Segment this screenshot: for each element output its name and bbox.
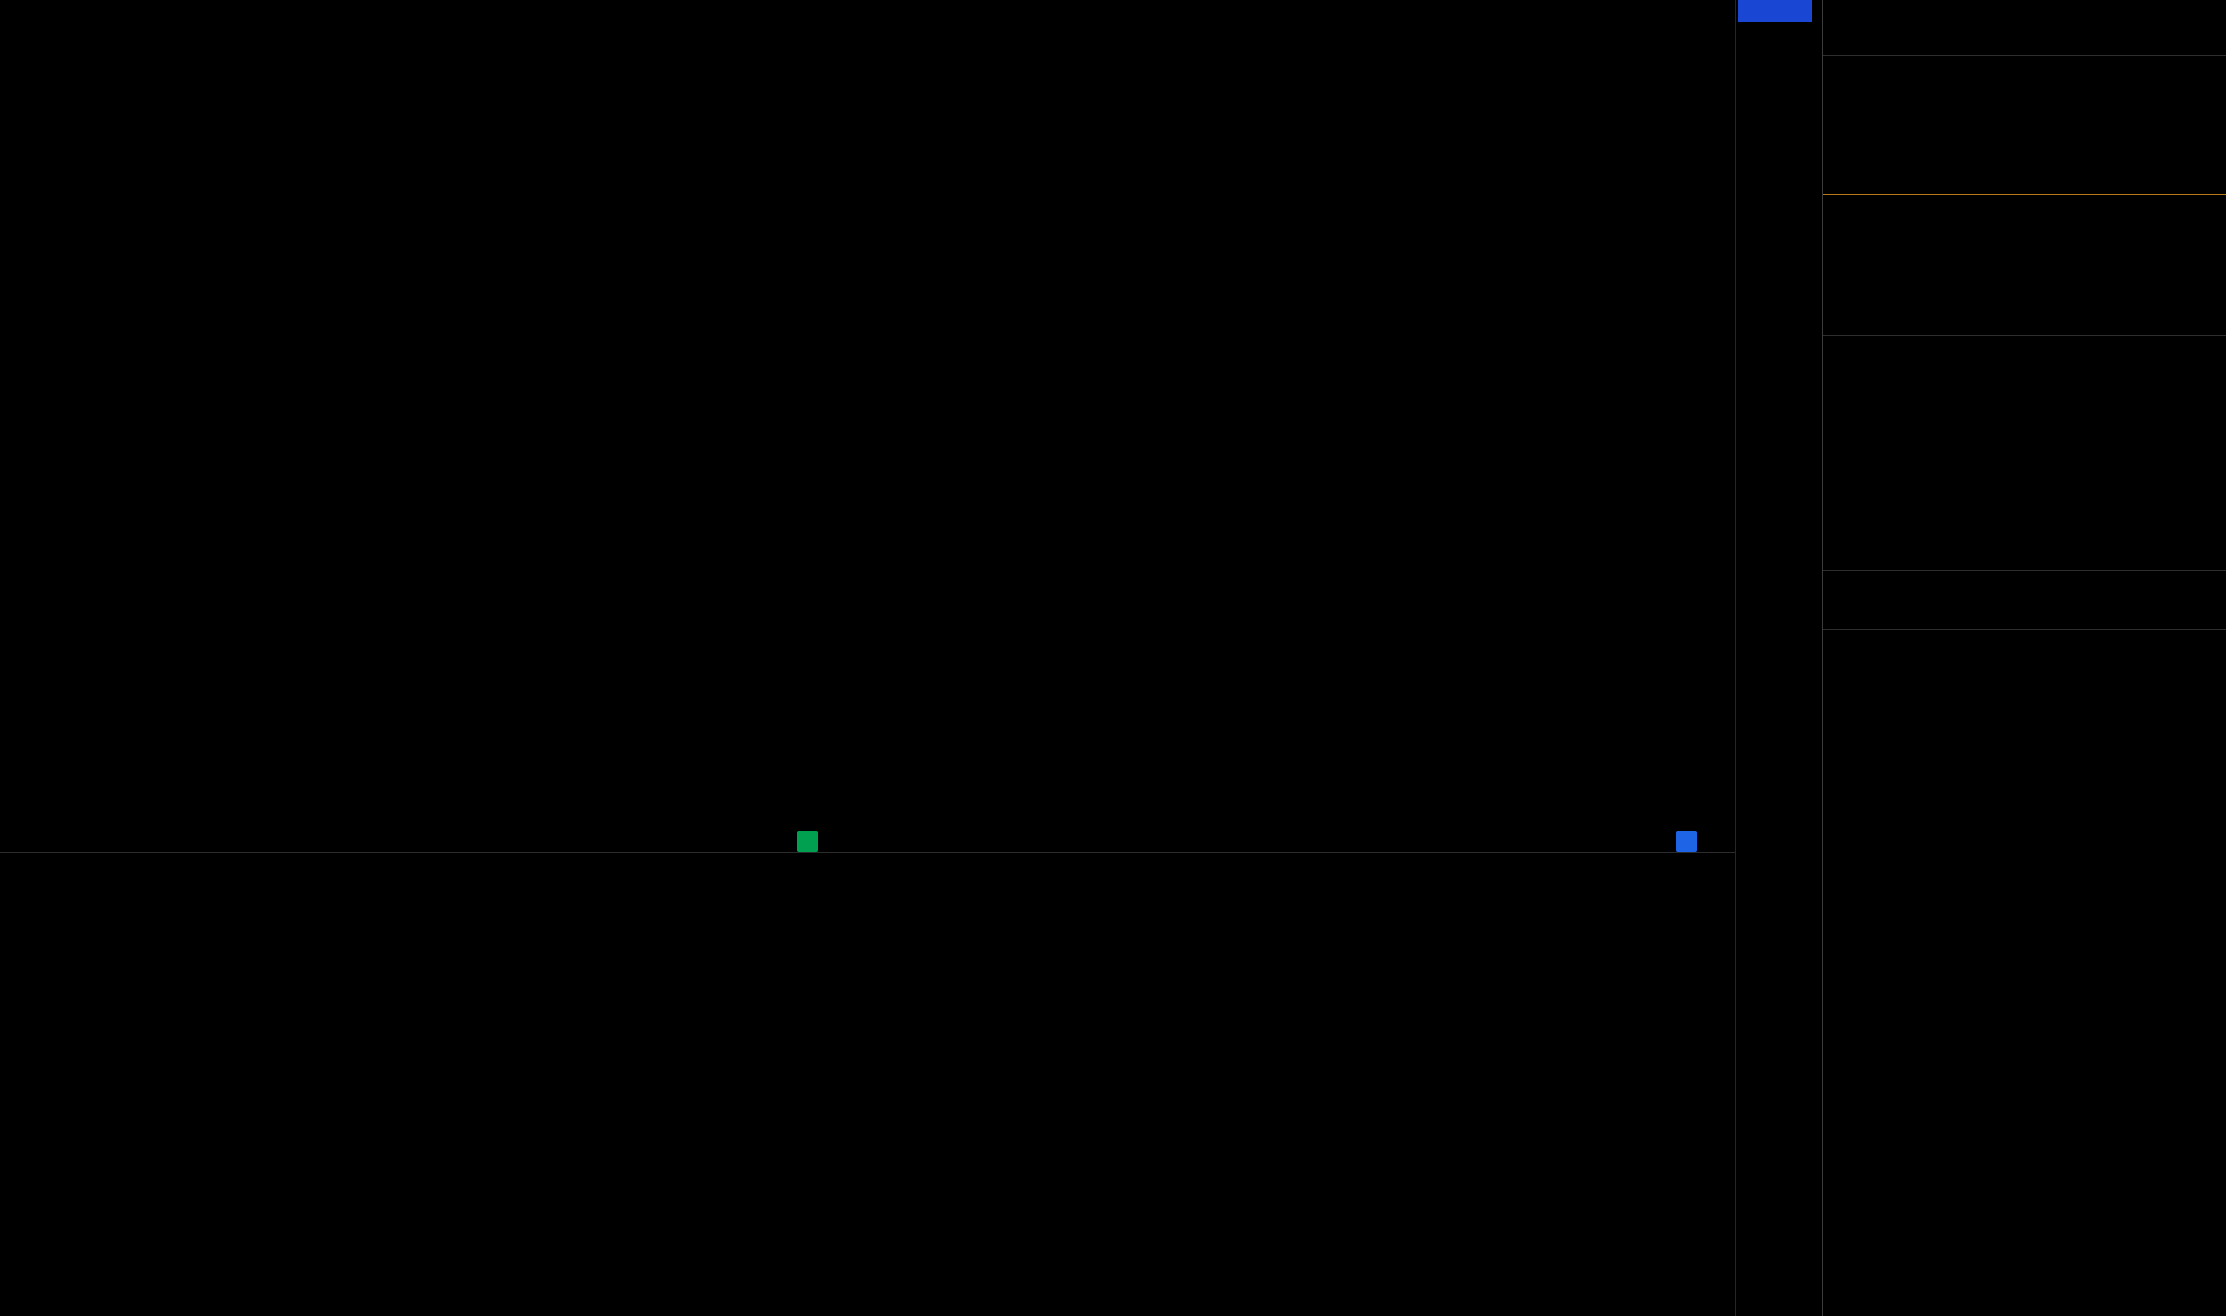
- indicator-crosshair-value: [1738, 0, 1812, 22]
- indicator-top-value: [50, 856, 54, 873]
- indicator-header: [0, 852, 1735, 878]
- quote-panel: [1822, 0, 2226, 1316]
- event-badge-jian[interactable]: [797, 831, 818, 852]
- indicator-bottom-value: [76, 856, 80, 873]
- main-chart[interactable]: [0, 0, 1735, 852]
- time-axis-strip: [0, 1306, 1735, 1316]
- price-row: [1823, 15, 2226, 51]
- indicator-mid-value: [102, 856, 106, 873]
- tick-list[interactable]: [1823, 633, 2226, 1316]
- event-badge-cai[interactable]: [1676, 831, 1697, 852]
- axis-gutter: [1735, 0, 1823, 1316]
- indicator-chart[interactable]: [0, 876, 1735, 1306]
- indicator-panel[interactable]: [0, 876, 1735, 1306]
- chart-title-row: [10, 5, 16, 26]
- indicator-trend-value: [24, 856, 28, 873]
- candlestick-chart[interactable]: [0, 0, 1735, 852]
